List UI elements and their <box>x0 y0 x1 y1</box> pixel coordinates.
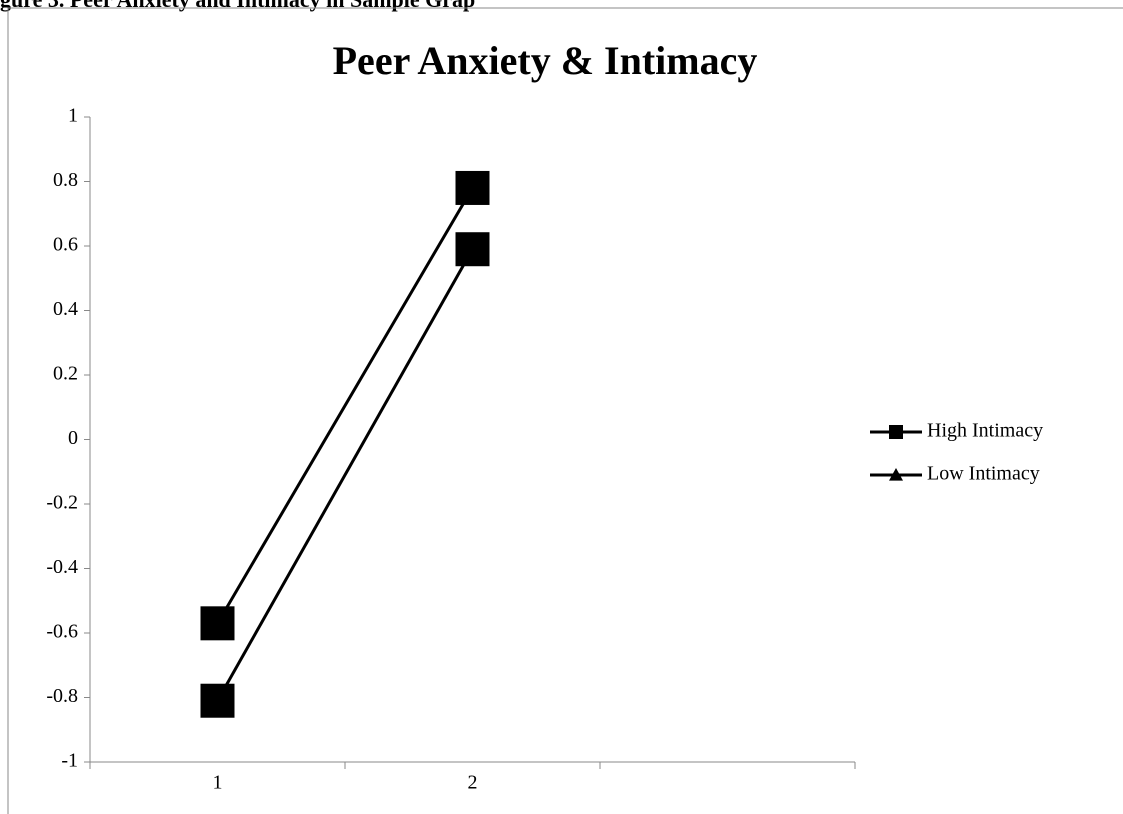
y-tick-label: 0 <box>68 427 78 449</box>
chart-frame <box>7 7 1123 814</box>
legend-label: High Intimacy <box>927 420 1043 442</box>
y-tick-label: -0.2 <box>46 492 78 514</box>
data-point <box>455 232 490 267</box>
data-point <box>200 606 235 641</box>
y-tick-label: 1 <box>68 105 78 127</box>
x-tick-label: 2 <box>468 772 478 794</box>
data-point <box>455 170 490 205</box>
y-tick-label: -1 <box>61 750 78 772</box>
series-line <box>216 187 474 625</box>
chart-title: Peer Anxiety & Intimacy <box>333 38 758 83</box>
y-tick-label: 0.2 <box>53 363 78 385</box>
y-tick-label: -0.4 <box>46 556 78 578</box>
y-tick-label: 0.8 <box>53 169 78 191</box>
data-point <box>200 683 235 718</box>
caption: gure 3. Peer Anxiety and Intimacy in Sam… <box>0 0 475 12</box>
series-line <box>216 248 474 702</box>
legend-marker <box>889 425 903 439</box>
y-tick-label: 0.4 <box>53 298 78 320</box>
legend-marker <box>889 468 903 481</box>
y-tick-label: 0.6 <box>53 234 78 256</box>
legend-label: Low Intimacy <box>927 463 1040 485</box>
x-tick-label: 1 <box>213 772 223 794</box>
y-tick-label: -0.8 <box>46 685 78 707</box>
y-tick-label: -0.6 <box>46 621 78 643</box>
